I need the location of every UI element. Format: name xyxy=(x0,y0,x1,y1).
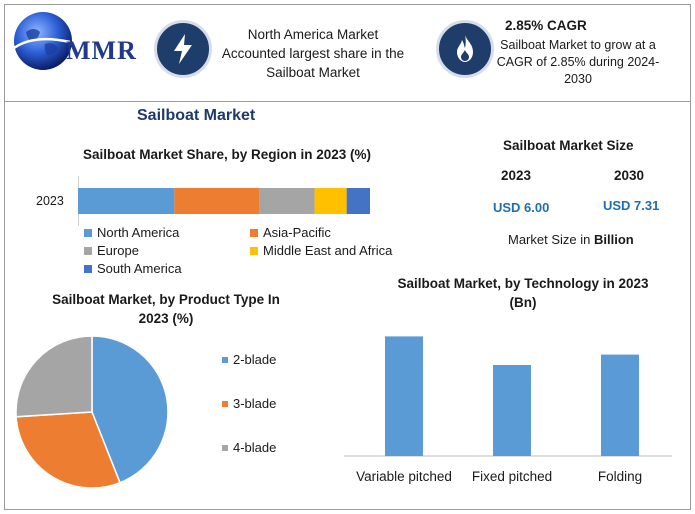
market-size-unit: Market Size in Billion xyxy=(508,232,634,247)
header-divider xyxy=(4,101,691,102)
market-size-year-2023: 2023 xyxy=(501,168,532,183)
technology-bar-folding xyxy=(601,354,639,456)
market-size-year-2030: 2030 xyxy=(614,168,645,183)
legend-label: North America xyxy=(97,225,180,240)
market-size-value-2030: USD 7.31 xyxy=(603,198,660,213)
pie-legend-item-4-blade: 4-blade xyxy=(222,440,276,455)
product-type-legend: 2-blade 3-blade 4-blade xyxy=(222,352,312,462)
technology-tick-label: Variable pitched xyxy=(356,469,452,484)
region-bar-asia-pacific xyxy=(174,188,260,214)
region-category-label: 2023 xyxy=(36,194,64,208)
cagr-text: Sailboat Market to grow at a CAGR of 2.8… xyxy=(496,38,660,86)
technology-chart-title: Sailboat Market, by Technology in 2023 (… xyxy=(397,276,649,310)
market-size-value-2023: USD 6.00 xyxy=(493,200,550,215)
region-chart-title: Sailboat Market Share, by Region in 2023… xyxy=(82,147,372,162)
legend-label: Asia-Pacific xyxy=(263,225,331,240)
pie-slice-3-blade xyxy=(15,411,121,489)
legend-label: Middle East and Africa xyxy=(263,243,393,258)
region-legend-item-middle-east-and-africa: Middle East and Africa xyxy=(250,243,392,258)
region-bar-south-america xyxy=(346,188,370,214)
lightning-icon xyxy=(154,20,212,78)
legend-swatch xyxy=(222,356,228,363)
region-legend-item-europe: Europe xyxy=(84,243,139,258)
legend-label: 4-blade xyxy=(233,440,277,455)
product-type-chart-title: Sailboat Market, by Product Type In 2023… xyxy=(52,292,280,326)
pie-legend-item-3-blade: 3-blade xyxy=(222,396,276,411)
header-north-america-text: North America Market Accounted largest s… xyxy=(221,27,405,80)
legend-label: 3-blade xyxy=(233,396,277,411)
legend-swatch xyxy=(84,264,92,273)
legend-swatch xyxy=(222,444,228,451)
pie-legend-item-2-blade: 2-blade xyxy=(222,352,276,367)
technology-bar-variable-pitched xyxy=(385,336,423,456)
region-bar-north-america xyxy=(78,188,175,214)
technology-bar-chart: Variable pitched Fixed pitched Folding xyxy=(344,336,672,484)
cagr-title: 2.85% CAGR xyxy=(505,18,587,33)
legend-label: South America xyxy=(97,261,182,276)
flame-icon xyxy=(436,20,494,78)
logo-text: MMR xyxy=(66,36,137,65)
region-legend-item-north-america: North America xyxy=(84,225,179,240)
market-size-unit-bold: Billion xyxy=(594,232,634,247)
pie-slice-2-blade xyxy=(91,335,169,484)
region-legend-item-asia-pacific: Asia-Pacific xyxy=(250,225,331,240)
region-bar-europe xyxy=(259,188,315,214)
product-type-pie xyxy=(15,335,169,489)
legend-label: Europe xyxy=(97,243,139,258)
market-size-title: Sailboat Market Size xyxy=(503,138,634,153)
region-bar-middle-east-and-africa xyxy=(314,188,347,214)
technology-tick-label: Fixed pitched xyxy=(472,469,552,484)
region-stacked-bar xyxy=(78,188,370,214)
legend-swatch xyxy=(250,246,258,255)
technology-bar-fixed-pitched xyxy=(493,365,531,456)
legend-swatch xyxy=(222,400,228,407)
pie-slice-4-blade xyxy=(15,335,93,418)
globe-logo-icon xyxy=(13,12,72,70)
legend-label: 2-blade xyxy=(233,352,277,367)
legend-swatch xyxy=(250,228,258,237)
page-title: Sailboat Market xyxy=(137,107,256,124)
technology-tick-label: Folding xyxy=(598,469,642,484)
region-legend: North America Asia-Pacific Europe Middle Ea… xyxy=(84,225,404,283)
market-size-unit-prefix: Market Size in xyxy=(508,232,591,247)
region-legend-item-south-america: South America xyxy=(84,261,182,276)
legend-swatch xyxy=(84,246,92,255)
legend-swatch xyxy=(84,228,92,237)
infographic-frame xyxy=(4,4,691,510)
